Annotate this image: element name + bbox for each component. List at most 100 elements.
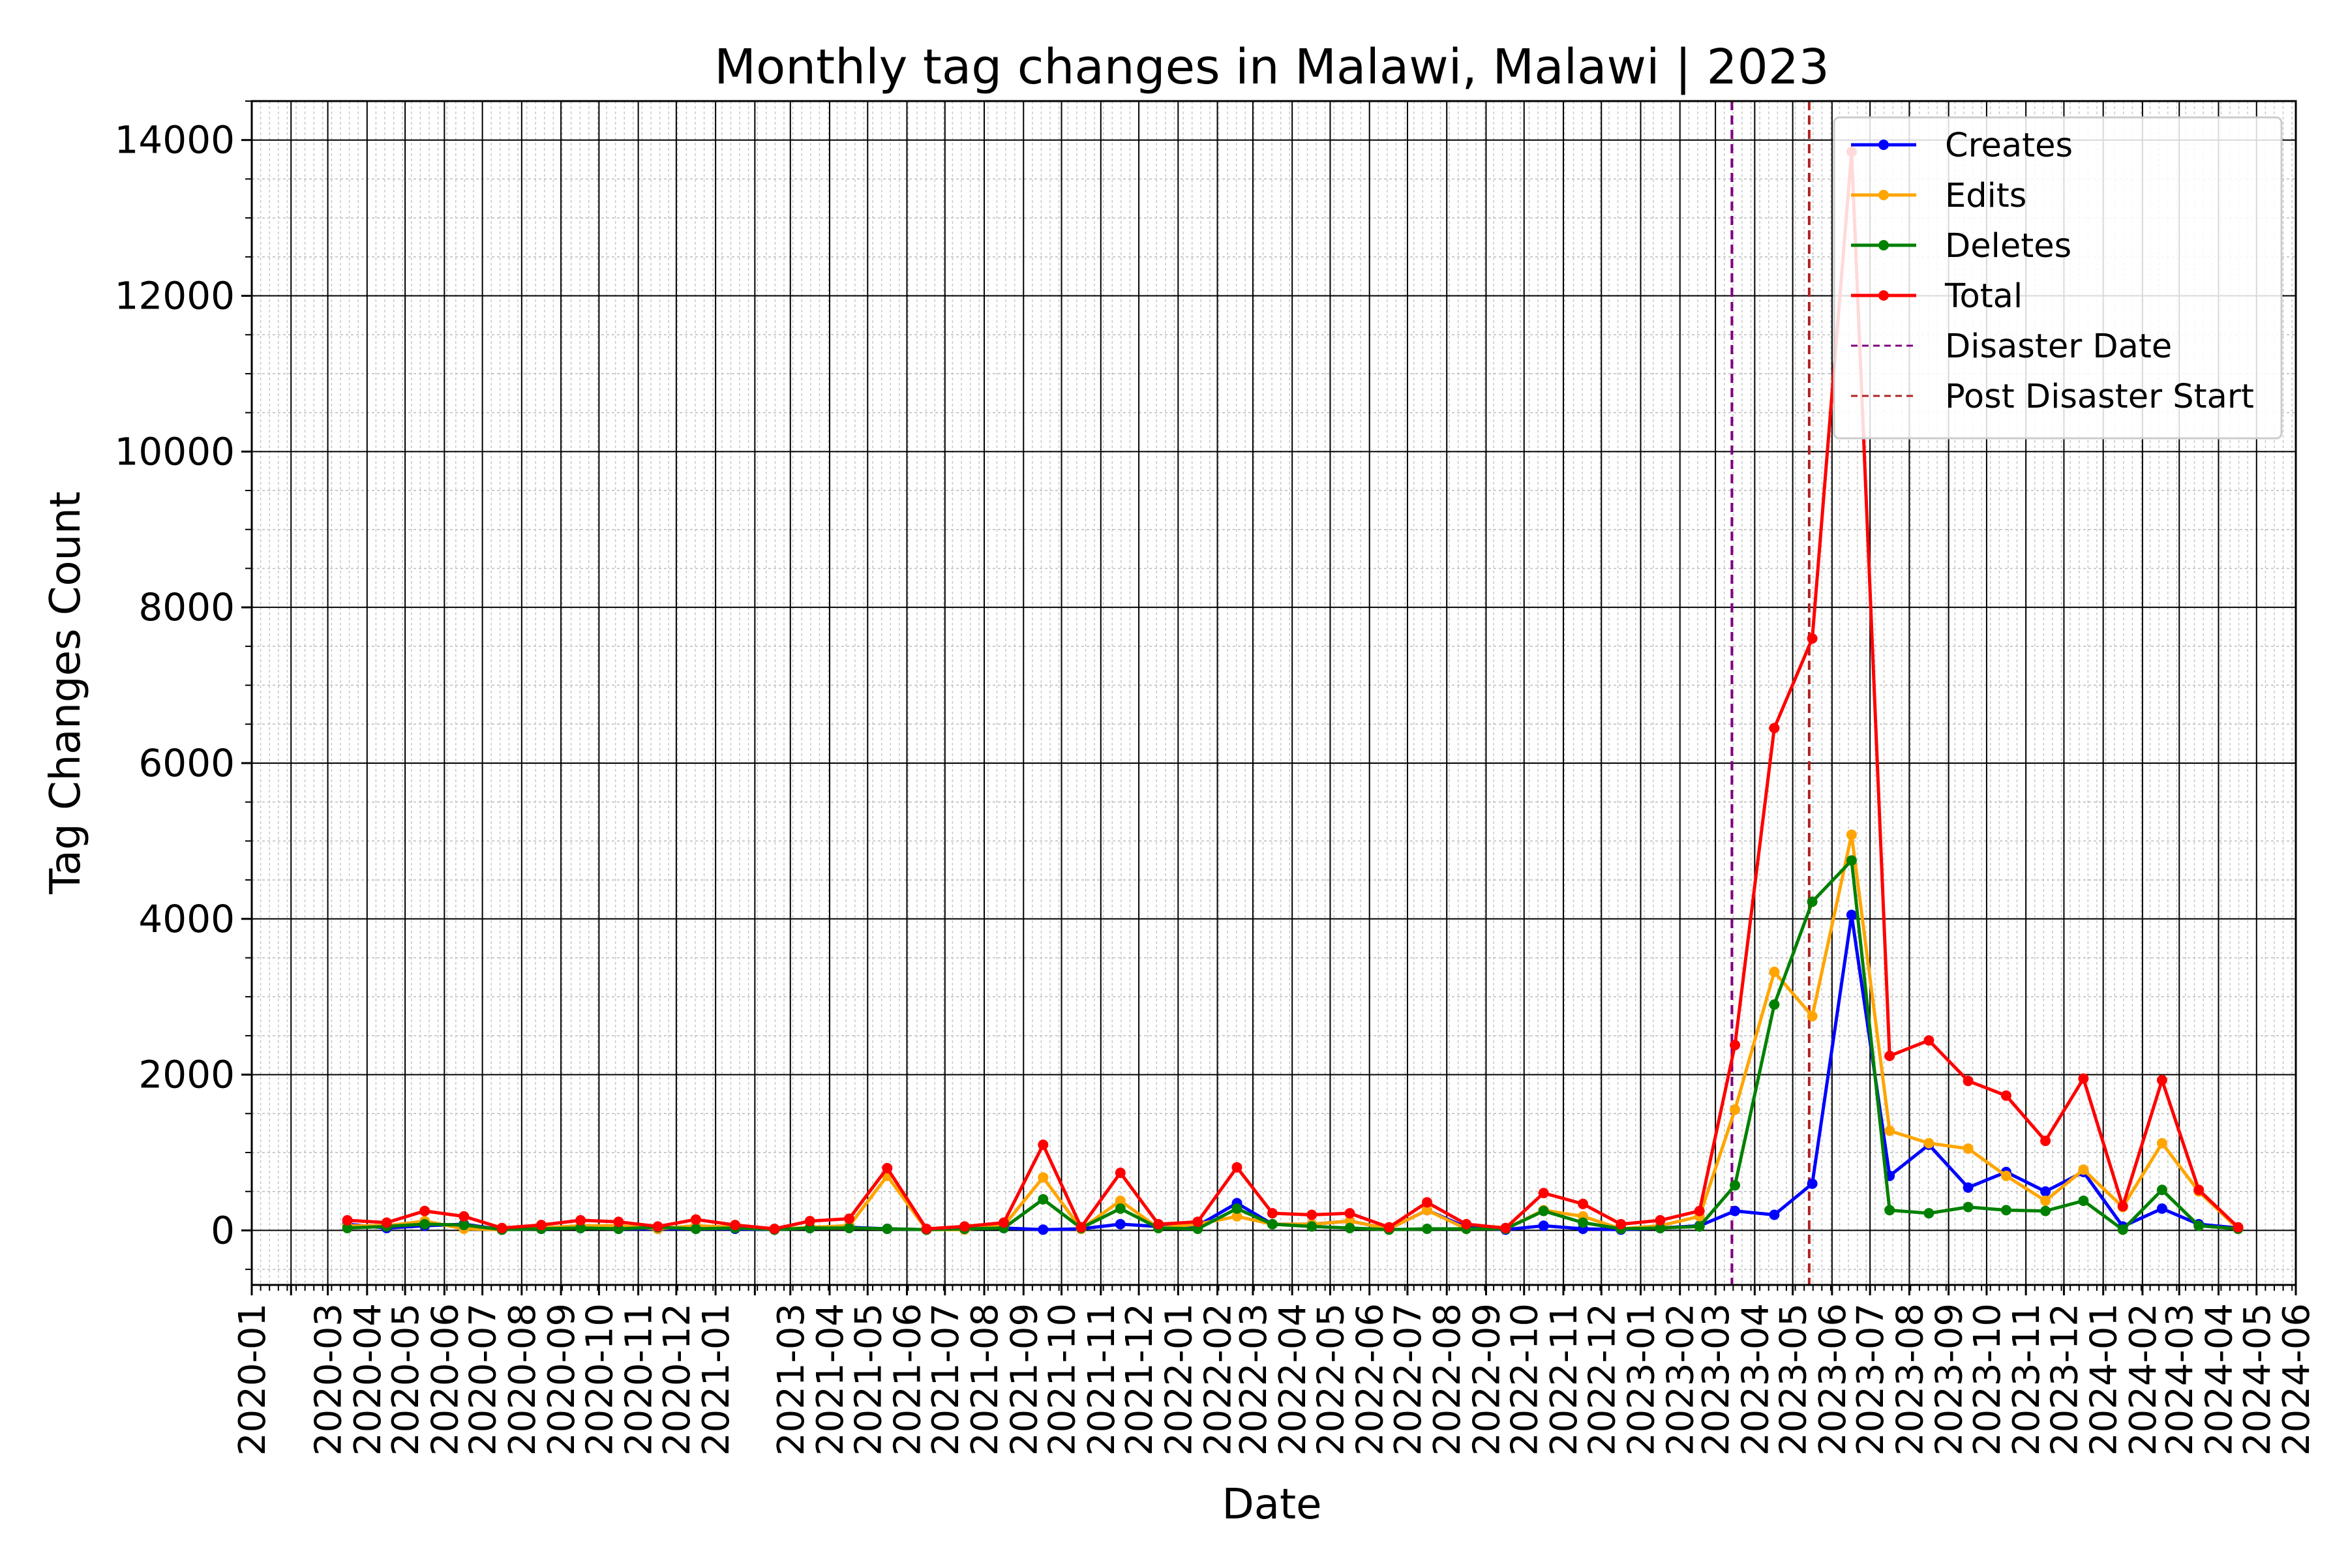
data-point-total: [2117, 1201, 2128, 1212]
series-layer: [342, 146, 2244, 1235]
data-point-deletes: [1963, 1201, 1974, 1213]
data-point-deletes: [1807, 896, 1818, 907]
y-tick-label: 6000: [138, 741, 235, 785]
data-point-deletes: [844, 1222, 854, 1233]
data-point-creates: [1846, 909, 1857, 920]
y-tick-label: 14000: [114, 118, 235, 162]
data-point-total: [1383, 1222, 1394, 1233]
series-line-total: [347, 150, 2240, 1231]
data-point-total: [652, 1221, 663, 1232]
data-point-total: [921, 1224, 932, 1234]
data-point-creates: [1115, 1218, 1126, 1229]
data-point-total: [1306, 1209, 1317, 1220]
data-point-total: [1267, 1208, 1278, 1219]
legend-marker-creates: [1878, 140, 1889, 150]
x-tick-label: 2024-06: [2276, 1303, 2318, 1456]
data-point-total: [1115, 1168, 1126, 1179]
x-tick-label: 2021-11: [1081, 1303, 1123, 1456]
y-tick-label: 0: [211, 1208, 235, 1252]
data-point-edits: [2078, 1164, 2089, 1175]
y-tick-label: 12000: [114, 274, 235, 318]
legend-label-disaster-date: Disaster Date: [1945, 327, 2172, 366]
data-point-total: [535, 1220, 547, 1231]
data-point-deletes: [419, 1218, 430, 1229]
x-tick-label: 2023-12: [2043, 1303, 2086, 1456]
x-tick-label: 2023-01: [1620, 1303, 1663, 1456]
data-point-total: [1884, 1050, 1895, 1061]
data-point-creates: [2156, 1203, 2167, 1214]
data-point-total: [419, 1205, 430, 1216]
x-tick-label: 2022-11: [1543, 1303, 1586, 1456]
data-point-total: [1192, 1216, 1203, 1228]
data-point-total: [882, 1162, 893, 1173]
data-point-total: [1578, 1198, 1588, 1209]
data-point-creates: [1769, 1209, 1780, 1220]
x-tick-label: 2023-10: [1966, 1303, 2009, 1456]
legend-label-post-disaster-start: Post Disaster Start: [1945, 378, 2254, 416]
data-point-deletes: [1578, 1217, 1588, 1228]
data-point-total: [1923, 1035, 1934, 1046]
x-tick-label: 2020-12: [656, 1303, 699, 1456]
data-point-deletes: [459, 1220, 470, 1231]
x-tick-label: 2024-01: [2083, 1303, 2126, 1456]
x-tick-label: 2020-08: [502, 1303, 544, 1456]
data-point-deletes: [882, 1224, 893, 1234]
data-point-total: [2040, 1136, 2051, 1147]
x-tick-label: 2024-04: [2198, 1303, 2240, 1456]
data-point-deletes: [1231, 1203, 1242, 1214]
data-point-creates: [1807, 1178, 1818, 1189]
x-tick-label: 2022-09: [1466, 1303, 1508, 1456]
x-tick-label: 2020-10: [579, 1303, 621, 1456]
data-point-creates: [1963, 1182, 1974, 1193]
y-tick-label: 2000: [138, 1053, 235, 1097]
data-point-deletes: [1306, 1221, 1317, 1232]
data-point-total: [690, 1214, 701, 1225]
legend-marker-deletes: [1878, 240, 1889, 250]
x-tick-label: 2022-07: [1387, 1303, 1430, 1456]
legend: Creates Edits Deletes Total Disaster Date Pos…: [1833, 116, 2283, 440]
x-tick-label: 2021-01: [695, 1303, 738, 1456]
x-tick-label: 2021-06: [887, 1303, 929, 1456]
legend-label-creates: Creates: [1945, 127, 2073, 165]
data-point-deletes: [690, 1224, 701, 1234]
data-point-edits: [1807, 1011, 1818, 1021]
data-point-deletes: [1538, 1205, 1549, 1216]
data-point-total: [1231, 1162, 1242, 1173]
data-point-total: [613, 1216, 624, 1228]
vline-layer: [1730, 101, 1811, 1285]
data-point-edits: [1963, 1143, 1974, 1154]
x-tick-label: 2022-10: [1504, 1303, 1546, 1456]
x-tick-label: 2023-02: [1660, 1303, 1702, 1456]
data-point-deletes: [2078, 1196, 2089, 1206]
data-point-deletes: [1344, 1222, 1355, 1233]
data-point-edits: [1884, 1125, 1895, 1136]
data-point-total: [1538, 1188, 1549, 1199]
x-tick-label: 2022-02: [1197, 1303, 1240, 1456]
legend-label-deletes: Deletes: [1945, 227, 2071, 265]
x-tick-label: 2021-05: [847, 1303, 890, 1456]
x-tick-label: 2020-03: [308, 1303, 350, 1456]
data-point-total: [1038, 1139, 1049, 1151]
data-point-deletes: [1038, 1194, 1049, 1205]
data-point-edits: [1923, 1138, 1934, 1149]
data-point-edits: [2040, 1196, 2051, 1206]
data-point-deletes: [2117, 1224, 2128, 1235]
data-point-deletes: [1267, 1218, 1278, 1229]
x-tick-label: 2024-03: [2159, 1303, 2201, 1456]
x-tick-label: 2022-04: [1272, 1303, 1314, 1456]
x-tick-label: 2023-03: [1695, 1303, 1738, 1456]
data-point-total: [575, 1214, 586, 1226]
data-point-total: [804, 1216, 815, 1227]
y-axis-label: Tag Changes Count: [42, 491, 90, 894]
data-point-deletes: [2000, 1205, 2011, 1216]
x-tick-label: 2020-04: [347, 1303, 389, 1456]
y-tick-label: 8000: [138, 585, 235, 629]
data-point-total: [2233, 1222, 2244, 1233]
data-point-total: [1344, 1208, 1355, 1219]
x-tick-label: 2020-11: [618, 1303, 661, 1456]
y-tick-label: 10000: [114, 429, 235, 474]
data-point-total: [1616, 1218, 1627, 1229]
data-point-total: [459, 1211, 470, 1222]
data-point-creates: [1730, 1205, 1741, 1216]
